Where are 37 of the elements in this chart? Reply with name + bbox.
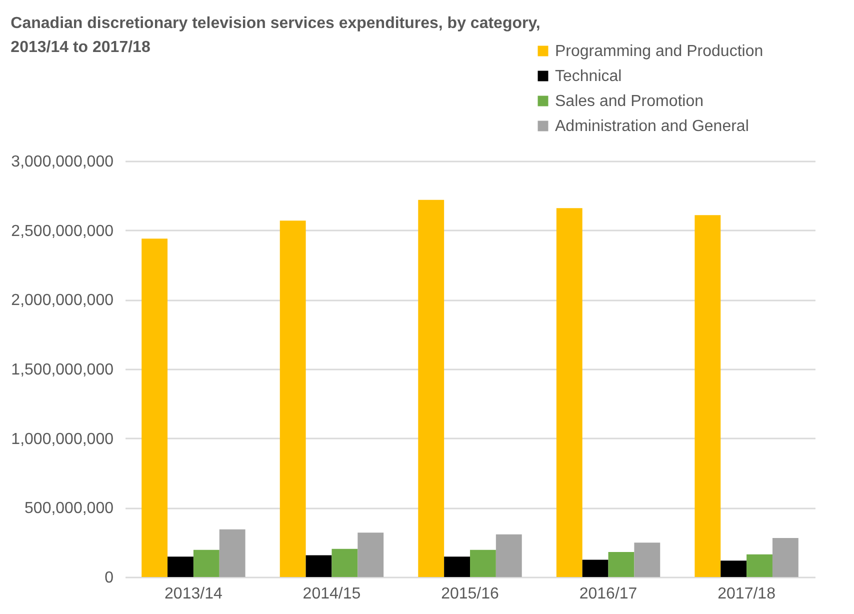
x-tick-label: 2013/14 (164, 586, 222, 602)
y-tick-label: 2,000,000,000 (11, 292, 114, 310)
bar (193, 550, 220, 577)
x-tick-label: 2017/18 (718, 586, 776, 602)
x-tick-label: 2016/17 (579, 586, 638, 602)
y-tick-label: 0 (104, 570, 114, 586)
y-tick-label: 1,000,000,000 (11, 430, 114, 448)
bar (142, 238, 168, 577)
bar (746, 554, 772, 577)
bar (556, 208, 582, 577)
bar (444, 556, 470, 577)
x-tick-label: 2014/15 (302, 586, 361, 602)
y-tick-label: 3,000,000,000 (11, 154, 114, 170)
bar (772, 538, 798, 577)
bar (720, 560, 747, 577)
bar (496, 534, 522, 577)
bar (608, 552, 634, 577)
bar (168, 556, 194, 577)
bar (634, 542, 660, 577)
bar (358, 532, 384, 577)
legend-label: Sales and Promotion (555, 93, 704, 110)
chart-title: Canadian discretionary television services expenditures, by category, 2013/14 to 2017/18 (10, 15, 540, 56)
bar (582, 560, 608, 577)
legend-label: Programming and Production (555, 43, 764, 60)
legend-label: Technical (555, 68, 622, 85)
bar (332, 548, 358, 577)
bar (694, 215, 721, 577)
legend-label: Administration and General (555, 118, 749, 135)
y-tick-label: 1,500,000,000 (11, 362, 114, 378)
bar (219, 529, 246, 577)
bar (306, 555, 332, 577)
x-tick-label: 2015/16 (441, 586, 500, 602)
y-tick-label: 2,500,000,000 (11, 222, 114, 240)
y-tick-label: 500,000,000 (24, 500, 114, 518)
bar (280, 220, 306, 577)
bar (470, 550, 496, 577)
bar (418, 200, 444, 577)
